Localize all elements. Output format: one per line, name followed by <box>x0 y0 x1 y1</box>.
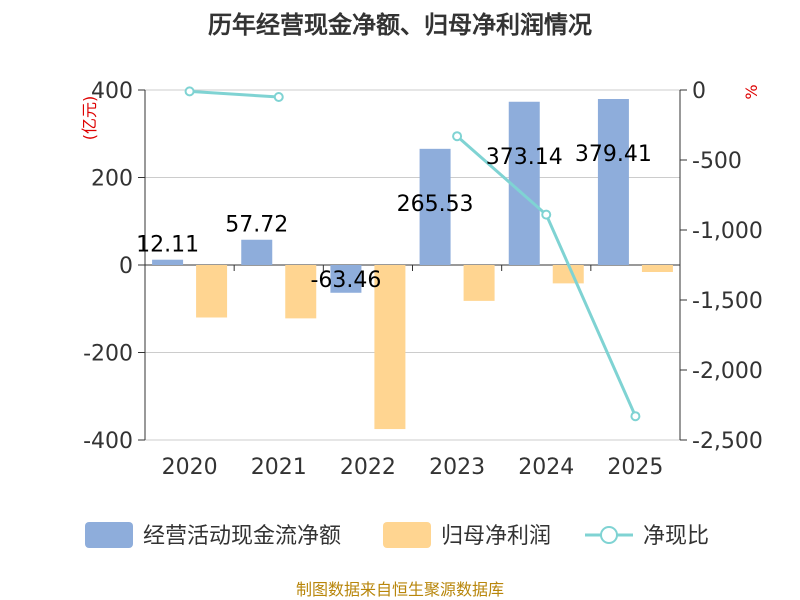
ratio-point <box>452 131 463 142</box>
x-tick-label: 2023 <box>429 455 485 480</box>
legend: 经营活动现金流净额 归母净利润 净现比 <box>85 522 709 549</box>
ratio-point <box>630 411 641 422</box>
ratio-line <box>189 89 279 99</box>
y2-tick-label: -2,500 <box>692 429 763 454</box>
data-labels: 12.11 57.72 -63.46 265.53 373.14 379.41 <box>136 142 652 293</box>
bar-operating-cashflow <box>597 99 629 266</box>
data-label: -63.46 <box>310 268 381 293</box>
bar-net-profit <box>285 265 317 319</box>
legend-swatch <box>383 522 431 548</box>
legend-swatch-marker <box>600 526 618 544</box>
ratio-point <box>541 209 552 220</box>
x-tick-label: 2022 <box>340 455 396 480</box>
y-tick-label: -400 <box>83 429 133 454</box>
bar-operating-cashflow <box>508 101 540 265</box>
y-axis-label: (亿元) <box>80 96 99 141</box>
bar-net-profit <box>374 265 406 430</box>
data-label: 12.11 <box>136 233 199 258</box>
bar-operating-cashflow <box>241 239 273 265</box>
axes: 400 200 0 -200 -400 0 -500 -1,000 -1,500 -2,000 -2… <box>80 79 763 480</box>
y2-tick-label: -1,000 <box>692 219 763 244</box>
data-label: 265.53 <box>397 192 474 217</box>
x-tick-label: 2025 <box>607 455 663 480</box>
ratio-point <box>273 92 284 102</box>
data-label: 379.41 <box>575 142 652 167</box>
line-series <box>184 86 641 422</box>
y-tick-label: 400 <box>91 79 133 104</box>
y2-tick-label: 0 <box>692 79 706 104</box>
chart-title: 历年经营现金净额、归母净利润情况 <box>208 11 592 39</box>
bar-operating-cashflow <box>152 259 184 265</box>
bar-operating-cashflow <box>330 265 362 293</box>
y2-tick-label: -500 <box>692 149 742 174</box>
bar-operating-cashflow <box>419 148 451 265</box>
y-tick-label: 200 <box>91 167 133 192</box>
legend-label: 净现比 <box>643 524 709 549</box>
bar-net-profit <box>196 265 228 318</box>
bar-marks <box>152 99 673 430</box>
bar-net-profit <box>463 265 495 301</box>
x-tick-label: 2020 <box>162 455 218 480</box>
legend-label: 归母净利润 <box>441 524 551 549</box>
source-note: 制图数据来自恒生聚源数据库 <box>296 580 504 599</box>
y2-axis-label: % <box>742 84 761 99</box>
legend-swatch <box>85 522 133 548</box>
x-tick-label: 2024 <box>518 455 574 480</box>
y2-tick-label: -2,000 <box>692 359 763 384</box>
data-label: 373.14 <box>486 145 563 170</box>
y2-tick-label: -1,500 <box>692 289 763 314</box>
y-tick-label: -200 <box>83 342 133 367</box>
y-tick-label: 0 <box>119 254 133 279</box>
data-label: 57.72 <box>225 213 288 238</box>
legend-label: 经营活动现金流净额 <box>143 524 341 549</box>
ratio-point <box>184 86 195 97</box>
bar-net-profit <box>641 265 673 272</box>
x-tick-label: 2021 <box>251 455 307 480</box>
